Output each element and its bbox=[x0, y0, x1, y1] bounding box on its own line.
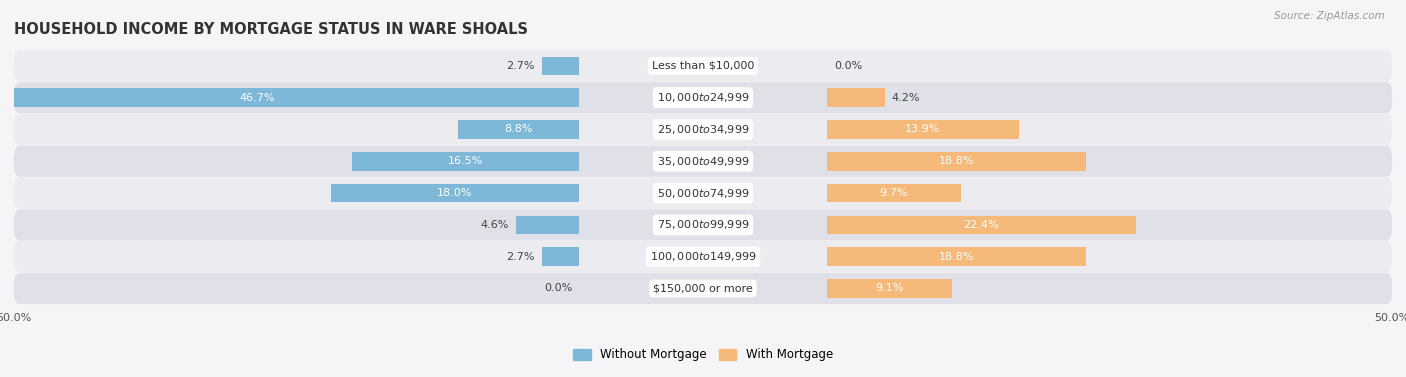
Text: 18.8%: 18.8% bbox=[939, 252, 974, 262]
Text: Less than $10,000: Less than $10,000 bbox=[652, 61, 754, 71]
Bar bbox=[541, 247, 579, 266]
Text: $75,000 to $99,999: $75,000 to $99,999 bbox=[657, 218, 749, 231]
Text: 0.0%: 0.0% bbox=[544, 284, 572, 293]
FancyBboxPatch shape bbox=[14, 146, 1392, 177]
FancyBboxPatch shape bbox=[14, 82, 1392, 113]
Text: $35,000 to $49,999: $35,000 to $49,999 bbox=[657, 155, 749, 168]
Bar bbox=[0, 89, 579, 107]
Text: $100,000 to $149,999: $100,000 to $149,999 bbox=[650, 250, 756, 263]
Text: 9.1%: 9.1% bbox=[876, 284, 904, 293]
Text: 0.0%: 0.0% bbox=[834, 61, 862, 71]
Text: 13.9%: 13.9% bbox=[905, 124, 941, 135]
Text: 4.2%: 4.2% bbox=[891, 93, 921, 103]
Bar bbox=[541, 57, 579, 75]
Text: $150,000 or more: $150,000 or more bbox=[654, 284, 752, 293]
Bar bbox=[827, 184, 960, 202]
Text: 4.6%: 4.6% bbox=[481, 220, 509, 230]
FancyBboxPatch shape bbox=[14, 273, 1392, 304]
FancyBboxPatch shape bbox=[14, 178, 1392, 208]
Text: $10,000 to $24,999: $10,000 to $24,999 bbox=[657, 91, 749, 104]
Text: 2.7%: 2.7% bbox=[506, 252, 534, 262]
Bar bbox=[827, 247, 1085, 266]
Text: 18.0%: 18.0% bbox=[437, 188, 472, 198]
Bar bbox=[330, 184, 579, 202]
Text: Source: ZipAtlas.com: Source: ZipAtlas.com bbox=[1274, 11, 1385, 21]
FancyBboxPatch shape bbox=[14, 50, 1392, 81]
Bar bbox=[458, 120, 579, 139]
Text: 9.7%: 9.7% bbox=[880, 188, 908, 198]
Text: 18.8%: 18.8% bbox=[939, 156, 974, 166]
Bar bbox=[516, 216, 579, 234]
Text: 2.7%: 2.7% bbox=[506, 61, 534, 71]
Bar bbox=[352, 152, 579, 170]
Bar bbox=[827, 279, 952, 298]
FancyBboxPatch shape bbox=[14, 241, 1392, 272]
Text: HOUSEHOLD INCOME BY MORTGAGE STATUS IN WARE SHOALS: HOUSEHOLD INCOME BY MORTGAGE STATUS IN W… bbox=[14, 22, 529, 37]
Bar bbox=[827, 216, 1136, 234]
FancyBboxPatch shape bbox=[14, 209, 1392, 241]
Text: 16.5%: 16.5% bbox=[447, 156, 482, 166]
Bar bbox=[827, 152, 1085, 170]
Bar bbox=[827, 89, 884, 107]
Bar bbox=[827, 120, 1018, 139]
Text: 46.7%: 46.7% bbox=[239, 93, 276, 103]
Text: $25,000 to $34,999: $25,000 to $34,999 bbox=[657, 123, 749, 136]
Text: 22.4%: 22.4% bbox=[963, 220, 1000, 230]
Text: 8.8%: 8.8% bbox=[505, 124, 533, 135]
Legend: Without Mortgage, With Mortgage: Without Mortgage, With Mortgage bbox=[574, 348, 832, 361]
FancyBboxPatch shape bbox=[14, 114, 1392, 145]
Text: $50,000 to $74,999: $50,000 to $74,999 bbox=[657, 187, 749, 199]
